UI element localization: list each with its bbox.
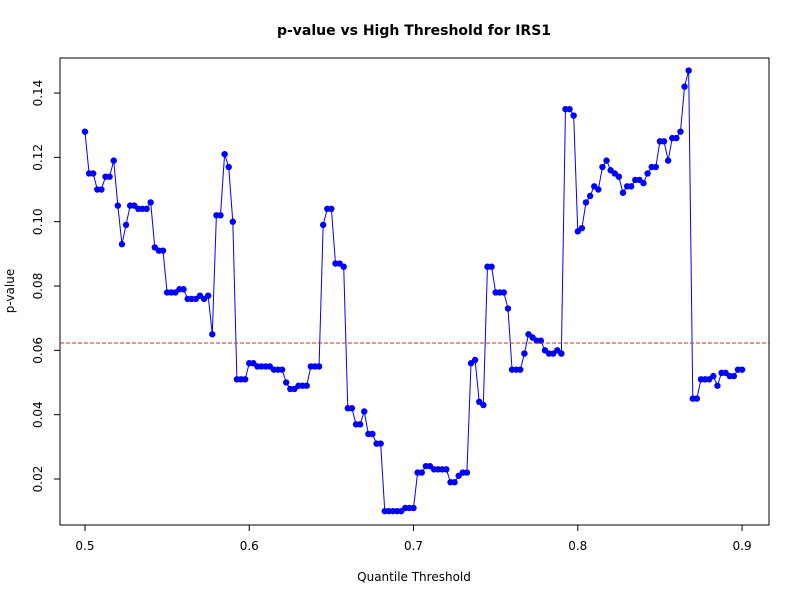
data-point	[81, 128, 89, 135]
data-point	[122, 221, 130, 229]
x-tick-label: 0.9	[733, 539, 752, 553]
data-point	[315, 363, 323, 370]
data-point	[595, 186, 602, 193]
data-point	[110, 157, 117, 164]
data-point	[89, 170, 97, 177]
data-point	[693, 395, 701, 402]
data-point	[418, 469, 425, 476]
data-point	[578, 224, 586, 232]
data-point	[278, 366, 286, 373]
data-point	[582, 199, 590, 206]
y-tick-label: 0.14	[31, 80, 45, 107]
data-point	[710, 372, 717, 380]
data-point	[500, 289, 508, 296]
data-point	[664, 157, 672, 164]
data-point	[303, 382, 310, 389]
data-point	[410, 504, 417, 512]
data-point	[681, 83, 688, 90]
data-point	[451, 479, 458, 486]
y-tick-label: 0.06	[31, 337, 45, 364]
data-point	[340, 263, 347, 270]
y-tick-label: 0.02	[31, 466, 45, 493]
data-point	[660, 138, 668, 145]
data-point	[480, 401, 487, 409]
data-point	[730, 372, 738, 380]
data-point	[209, 331, 216, 338]
x-tick-label: 0.7	[404, 539, 423, 553]
data-point	[221, 150, 228, 158]
data-point	[619, 189, 627, 196]
data-point	[180, 286, 187, 293]
y-tick-label: 0.04	[31, 401, 45, 428]
data-point	[147, 199, 154, 206]
data-point	[488, 263, 495, 270]
data-point	[738, 366, 746, 373]
data-point	[229, 218, 237, 225]
y-tick-label: 0.12	[31, 144, 45, 171]
y-tick-label: 0.10	[31, 208, 45, 235]
data-point	[217, 212, 224, 219]
x-tick-label: 0.6	[240, 539, 259, 553]
data-point	[517, 366, 524, 373]
data-point	[377, 440, 384, 447]
data-point	[644, 170, 651, 177]
x-tick-label: 0.8	[568, 539, 587, 553]
data-point	[652, 163, 660, 171]
data-point	[443, 466, 450, 473]
data-point	[106, 173, 113, 180]
x-tick-label: 0.5	[75, 539, 94, 553]
data-point	[615, 173, 623, 180]
data-point	[558, 350, 565, 357]
data-point	[348, 405, 356, 412]
data-point	[283, 379, 290, 386]
data-point	[143, 205, 150, 213]
data-point	[537, 337, 545, 344]
data-point	[673, 134, 680, 142]
data-point	[159, 247, 167, 254]
data-point	[328, 205, 335, 213]
data-point	[225, 163, 232, 171]
data-point	[714, 382, 721, 389]
data-point	[504, 305, 512, 312]
data-point	[114, 202, 122, 209]
data-point	[599, 163, 606, 171]
data-point	[685, 67, 692, 74]
plot-frame	[59, 57, 770, 526]
data-point	[319, 221, 327, 229]
data-point	[369, 430, 376, 438]
x-axis-label: Quantile Threshold	[357, 570, 471, 584]
data-point	[521, 350, 528, 357]
data-point	[118, 241, 126, 248]
data-point	[356, 421, 364, 428]
data-point	[471, 356, 479, 364]
data-point	[204, 292, 212, 299]
data-point	[640, 179, 647, 187]
data-point	[361, 408, 368, 415]
data-point	[98, 186, 105, 193]
chart-title: p-value vs High Threshold for IRS1	[277, 23, 551, 39]
y-axis-label: p-value	[3, 269, 17, 313]
y-tick-label: 0.08	[31, 273, 45, 300]
data-point	[586, 192, 594, 200]
data-point	[463, 469, 471, 476]
data-point	[570, 112, 577, 119]
data-point	[566, 105, 573, 113]
data-point	[627, 183, 635, 190]
data-point	[241, 376, 249, 383]
data-point	[677, 128, 684, 135]
data-point	[603, 157, 610, 164]
